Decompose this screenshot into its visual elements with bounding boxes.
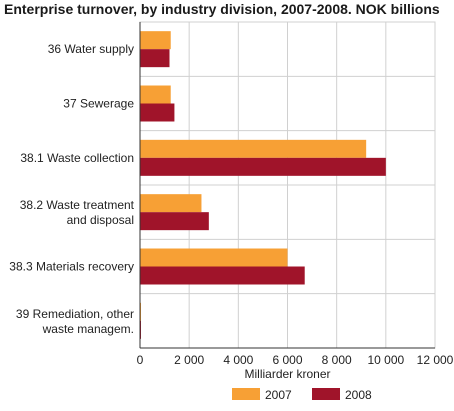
legend-label-2007: 2007 <box>265 388 292 402</box>
bars <box>140 31 386 339</box>
bar-2007 <box>140 139 367 158</box>
legend: 2007 2008 <box>232 388 372 402</box>
category-label: 39 Remediation, other waste managem. <box>16 307 134 336</box>
bar-2008 <box>140 157 386 176</box>
legend-swatch-2008 <box>312 388 340 400</box>
category-label: 36 Water supply <box>48 42 134 56</box>
x-tick-label: 6 000 <box>272 353 302 367</box>
x-axis-title: Milliarder kroner <box>244 367 330 381</box>
bar-2008 <box>140 49 170 68</box>
bar-2007 <box>140 85 171 104</box>
category-label: 37 Sewerage <box>63 97 134 111</box>
x-tick-label: 4 000 <box>223 353 253 367</box>
x-tick-label: 8 000 <box>322 353 352 367</box>
bar-2007 <box>140 248 288 267</box>
category-label: 38.2 Waste treatment and disposal <box>20 198 135 227</box>
category-label: 38.3 Materials recovery <box>9 260 134 274</box>
axes <box>139 22 435 349</box>
x-tick-labels: 0 2 000 4 000 6 000 8 000 10 000 12 000 <box>137 353 454 367</box>
bar-2008 <box>140 103 175 122</box>
bar-2008 <box>140 266 305 285</box>
legend-swatch-2007 <box>232 388 260 400</box>
x-tick-label: 10 000 <box>367 353 404 367</box>
legend-label-2008: 2008 <box>345 388 372 402</box>
bar-2007 <box>140 31 171 50</box>
chart-title: Enterprise turnover, by industry divisio… <box>4 1 440 17</box>
x-tick-label: 2 000 <box>174 353 204 367</box>
category-labels: 36 Water supply 37 Sewerage 38.1 Waste col… <box>9 42 134 336</box>
category-label: 38.1 Waste collection <box>20 151 134 165</box>
grid-lines <box>139 21 436 349</box>
x-tick-label: 0 <box>137 353 144 367</box>
bar-2008 <box>140 212 209 231</box>
x-tick-label: 12 000 <box>417 353 454 367</box>
bar-2007 <box>140 194 202 213</box>
